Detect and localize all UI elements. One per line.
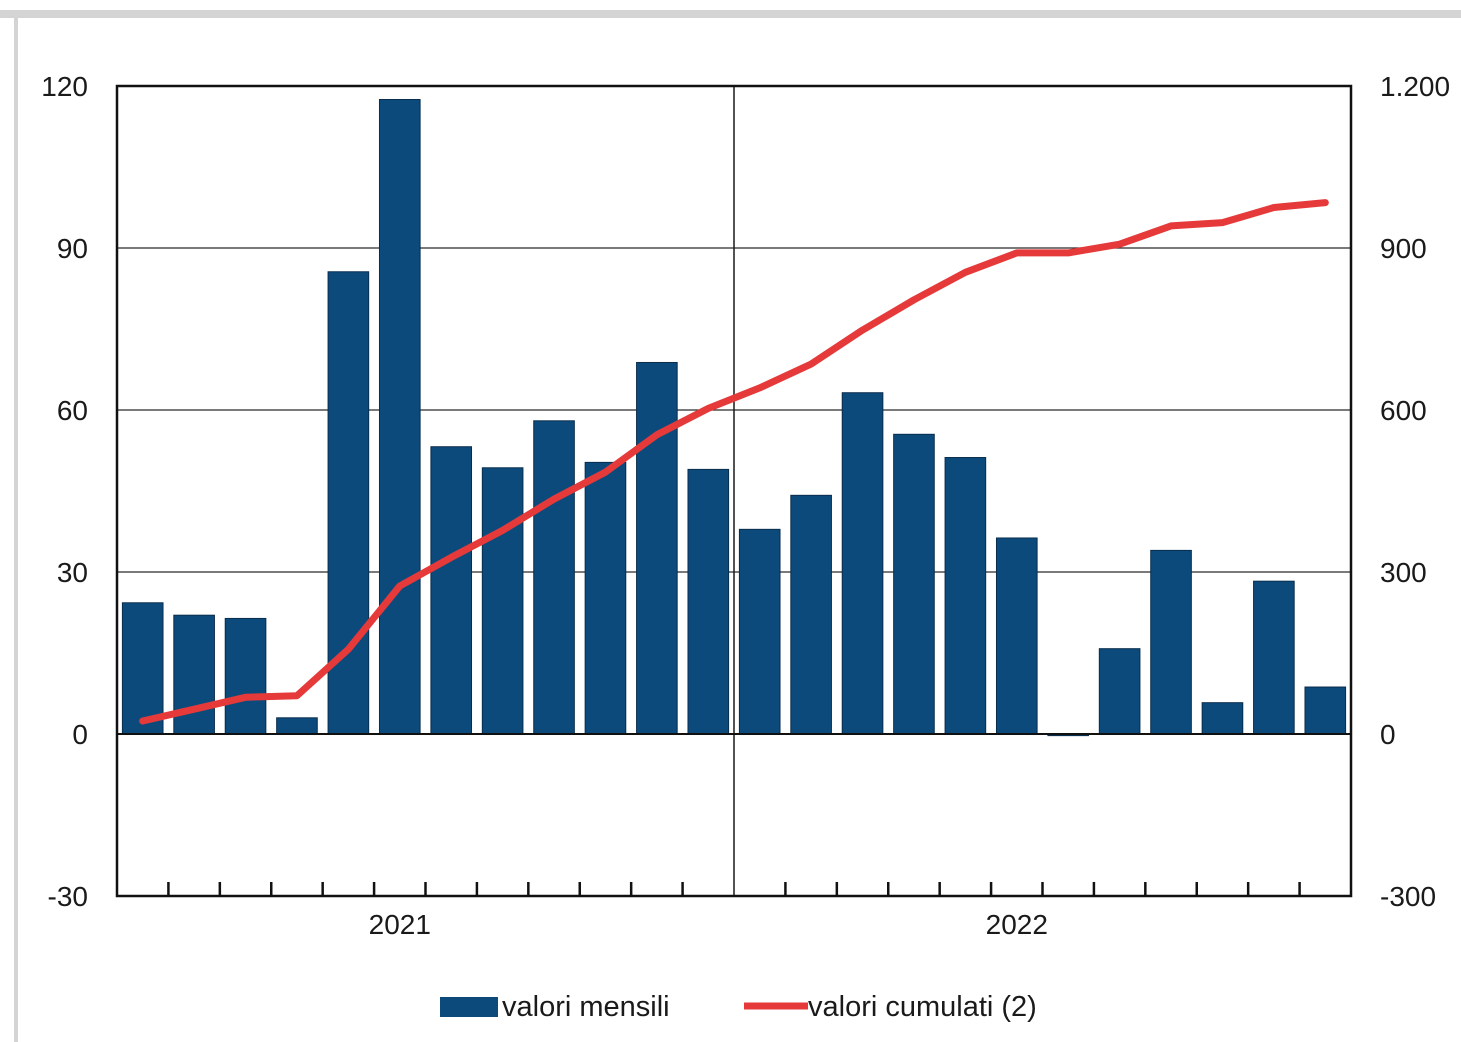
bar-2021-02 (173, 614, 215, 735)
bar-2021-03 (224, 617, 267, 735)
legend-label-valori-cumulati: valori cumulati (2) (808, 991, 1037, 1023)
y-right-tick-label: 300 (1380, 557, 1427, 588)
bar-2021-06 (378, 99, 421, 735)
bar-2021-08 (481, 467, 524, 735)
y-left-tick-label: 90 (57, 233, 88, 264)
bar-2022-01 (738, 528, 781, 735)
bar-2022-08 (1098, 648, 1141, 735)
x-tick-label-2021: 2021 (369, 909, 431, 940)
y-left-tick-label: 60 (57, 395, 88, 426)
bar-2022-09 (1150, 549, 1192, 735)
bar-2021-10 (584, 461, 627, 735)
bar-2022-03 (841, 392, 884, 735)
y-left-tick-label: 0 (72, 719, 88, 750)
y-left-tick-label: 120 (41, 71, 88, 102)
y-right-tick-label: 1.200 (1380, 71, 1450, 102)
legend-label-valori-mensili: valori mensili (502, 991, 670, 1023)
line-series-valori-cumulati (139, 199, 1329, 725)
bar-2022-05 (944, 457, 987, 735)
bar-2021-11 (636, 361, 678, 735)
bar-2022-10 (1201, 702, 1244, 735)
y-left-tick-label: -30 (48, 881, 88, 912)
frame-border-top (0, 10, 1461, 18)
bar-2022-04 (893, 433, 935, 735)
bar-2021-04 (276, 717, 318, 735)
bar-2022-11 (1253, 580, 1295, 735)
y-axis-right-labels: -300 0 300 600 900 1.200 (1380, 71, 1450, 912)
bar-2021-07 (430, 446, 473, 735)
y-axis-left-labels: -30 0 30 60 90 120 (41, 71, 88, 912)
y-right-tick-label: 600 (1380, 395, 1427, 426)
bar-2021-01 (121, 602, 164, 735)
bar-2022-06 (995, 537, 1038, 735)
plot-frame (115, 84, 1353, 898)
x-tick-label-2022: 2022 (986, 909, 1048, 940)
line-valori-cumulati (139, 199, 1329, 725)
x-axis-labels: 2021 2022 (369, 909, 1048, 940)
y-right-tick-label: -300 (1380, 881, 1436, 912)
y-right-tick-label: 0 (1380, 719, 1396, 750)
bar-2022-02 (790, 494, 832, 735)
gridlines (117, 86, 1351, 896)
axes (115, 84, 1353, 898)
frame-border-left (14, 18, 18, 1042)
bar-2021-09 (533, 420, 575, 735)
legend: valori mensili valori cumulati (2) (440, 991, 1037, 1023)
bar-2022-12 (1304, 686, 1347, 735)
y-right-tick-label: 900 (1380, 233, 1427, 264)
y-left-tick-label: 30 (57, 557, 88, 588)
bar-series-valori-mensili (121, 99, 1347, 737)
legend-swatch-valori-mensili (440, 997, 498, 1017)
bar-2021-12 (687, 468, 730, 735)
